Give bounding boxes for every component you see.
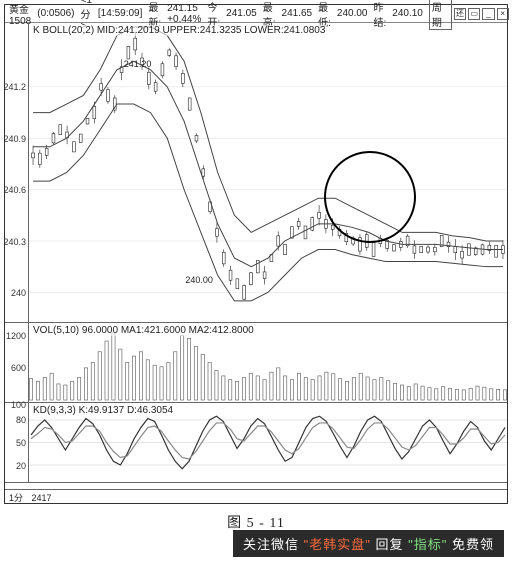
volume-panel: VOL(5,10) 96.0000 MA1:421.6000 MA2:412.8… <box>5 323 507 403</box>
price-panel: K BOLL(20,2) MID:241.2019 UPPER:241.3235… <box>5 23 507 323</box>
promo-mid: 回复 <box>375 537 403 552</box>
kd-title: KD(9,3,3) K:49.9137 D:46.3054 <box>31 405 175 416</box>
kd-y-axis: 100805020 <box>5 403 29 482</box>
min-button[interactable]: _ <box>482 8 494 20</box>
promo-prefix: 关注微信 <box>243 537 299 552</box>
price-y-axis: 241.2240.9240.6240.3240 <box>5 23 29 322</box>
time-label: [14:59:09] <box>98 8 142 19</box>
promo-suffix: 免费领 <box>452 537 494 552</box>
prev-value: 240.10 <box>392 8 423 19</box>
promo-bar[interactable]: 关注微信 "老韩实盘" 回复 "指标" 免费领 <box>233 530 504 557</box>
boll-title: K BOLL(20,2) MID:241.2019 UPPER:241.3235… <box>31 25 327 36</box>
close-button[interactable]: × <box>497 8 509 20</box>
restore-button[interactable]: 还 <box>454 8 466 20</box>
top-bar: 黄金1508 (0:0506) <1分> [14:59:09] 最新: 241.… <box>5 5 507 23</box>
vol-y-axis: 1200600 <box>5 323 29 402</box>
footer-left: 1分 <box>9 493 23 503</box>
price-plot[interactable]: 241.20240.00 <box>29 23 507 322</box>
footer-bar: 1分 2417 <box>5 489 507 503</box>
footer-right: 2417 <box>32 493 52 503</box>
vol-title: VOL(5,10) 96.0000 MA1:421.6000 MA2:412.8… <box>31 325 256 336</box>
open-value: 241.05 <box>226 8 257 19</box>
symbol-code: (0:0506) <box>37 8 74 19</box>
high-value: 241.65 <box>282 8 313 19</box>
last-value: 241.15 +0.44% <box>167 3 201 25</box>
kd-panel: KD(9,3,3) K:49.9137 D:46.3054 100805020 <box>5 403 507 483</box>
promo-name: "老韩实盘" <box>304 537 371 552</box>
chart-window: 黄金1508 (0:0506) <1分> [14:59:09] 最新: 241.… <box>4 4 508 504</box>
highlight-circle <box>324 151 416 243</box>
layout-button[interactable]: ▭ <box>468 8 480 20</box>
figure-caption: 图 5 - 11 <box>0 512 512 532</box>
promo-keyword: "指标" <box>408 537 447 552</box>
low-value: 240.00 <box>337 8 368 19</box>
